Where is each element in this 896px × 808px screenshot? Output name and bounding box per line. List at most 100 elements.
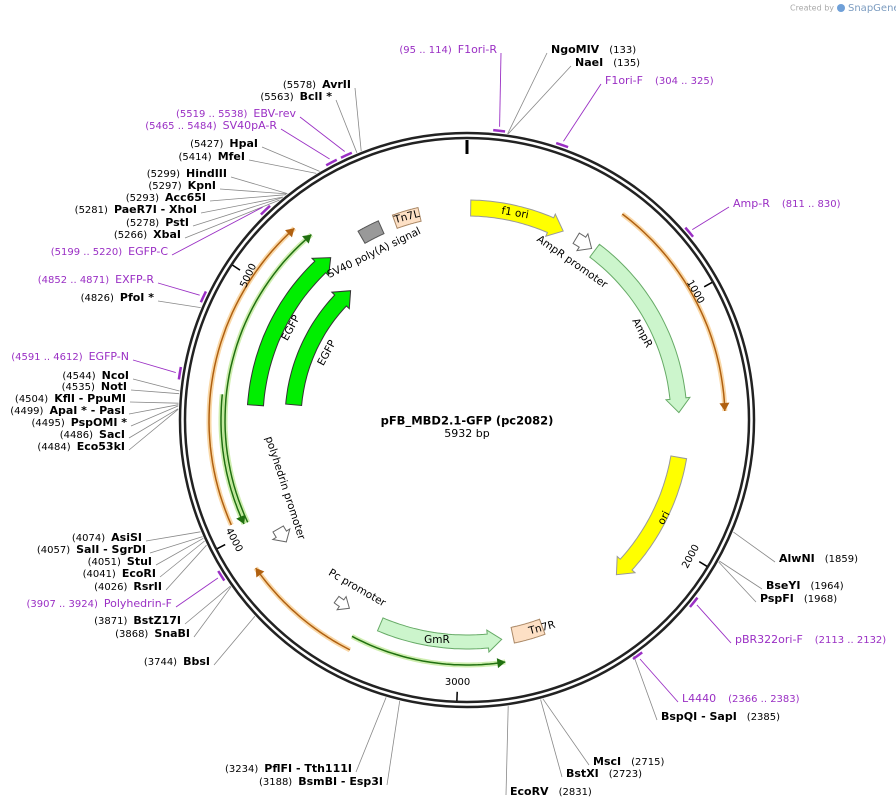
site-label: AlwNI (1859)	[779, 552, 858, 565]
primer-site	[555, 141, 569, 149]
site-name: MscI	[593, 755, 621, 768]
site-label: (4535) NotI	[62, 380, 127, 393]
primer-range: (304 .. 325)	[655, 76, 714, 87]
site-label: EcoRV (2831)	[510, 785, 592, 798]
site-name: ApaI * - PasI	[49, 404, 125, 417]
tick-mark	[232, 264, 241, 271]
primer-line	[299, 116, 345, 152]
site-name: BseYI	[766, 579, 800, 592]
site-line	[355, 697, 387, 773]
site-label: (4826) PfoI *	[81, 291, 155, 304]
site-line	[200, 196, 284, 214]
feature	[589, 243, 691, 414]
site-name: Acc65I	[165, 191, 206, 204]
overlap-arrowhead	[719, 402, 730, 411]
site-label: (5266) XbaI	[114, 228, 181, 241]
feature	[470, 199, 564, 237]
site-label: PspFI (1968)	[760, 592, 837, 605]
site-line	[184, 585, 231, 625]
tick-label: 1000	[684, 278, 706, 306]
tick-label: 4000	[223, 526, 245, 554]
site-line	[165, 544, 207, 591]
primer-range: (4852 .. 4871)	[38, 275, 110, 286]
primer-label: pBR322ori-F (2113 .. 2132)	[735, 633, 886, 646]
site-position: (5427)	[190, 139, 223, 150]
site-name: EcoRI	[122, 567, 156, 580]
site-label: (5299) HindIII	[147, 167, 227, 180]
primer-label: L4440 (2366 .. 2383)	[682, 692, 800, 705]
site-line	[248, 159, 317, 174]
primer-site	[689, 596, 699, 608]
feature	[285, 290, 352, 407]
site-position: (4484)	[37, 442, 70, 453]
site-line	[261, 146, 320, 172]
overlap-arc-line	[220, 394, 245, 525]
site-name: MfeI	[218, 150, 245, 163]
site-name: PspFI	[760, 592, 794, 605]
site-line	[159, 540, 205, 578]
site-name: NcoI	[102, 369, 129, 382]
primer-line	[157, 282, 200, 296]
site-position: (1968)	[804, 594, 837, 605]
site-position: (4026)	[94, 582, 127, 593]
feature-label: f1 ori	[500, 205, 529, 222]
site-position: (4544)	[62, 371, 95, 382]
site-label: (4495) PspOMI *	[31, 416, 127, 429]
site-name: EcoRV	[510, 785, 549, 798]
site-label: (4484) Eco53kI	[37, 440, 125, 453]
site-label: (4504) KflI - PpuMI	[15, 392, 126, 405]
primer-name: pBR322ori-F	[735, 633, 803, 646]
site-position: (2715)	[631, 757, 664, 768]
site-name: StuI	[127, 555, 152, 568]
primer-name: Polyhedrin-F	[104, 597, 172, 610]
site-label: BseYI (1964)	[766, 579, 844, 592]
site-position: (4051)	[88, 557, 121, 568]
site-position: (5297)	[148, 181, 181, 192]
site-label: (3188) BsmBI - Esp3I	[259, 775, 383, 788]
primer-range: (95 .. 114)	[399, 45, 451, 56]
site-line	[219, 188, 287, 195]
primer-line	[696, 604, 732, 644]
primer-line	[171, 206, 263, 256]
site-line	[132, 378, 180, 392]
primer-line	[563, 83, 602, 142]
site-line	[130, 405, 179, 427]
primer-site	[199, 290, 208, 303]
primer-range: (811 .. 830)	[782, 199, 841, 210]
primer-range: (5465 .. 5484)	[145, 121, 217, 132]
overlap-arc-line	[621, 213, 726, 412]
primer-site	[260, 204, 271, 216]
site-line	[386, 700, 401, 786]
site-name: SalI - SgrDI	[76, 543, 146, 556]
site-line	[157, 300, 201, 308]
site-label: (3744) BbsI	[144, 655, 210, 668]
primer-range: (2113 .. 2132)	[815, 635, 887, 646]
site-line	[507, 52, 548, 135]
site-position: (4074)	[72, 533, 105, 544]
primer-name: EGFP-N	[89, 350, 129, 363]
site-label: NaeI (135)	[575, 56, 640, 69]
site-name: RsrII	[133, 580, 162, 593]
feature-label: GmR	[424, 634, 450, 646]
feature	[510, 618, 546, 644]
site-position: (4826)	[81, 293, 114, 304]
site-position: (5299)	[147, 169, 180, 180]
site-label: (5278) PstI	[126, 216, 189, 229]
site-name: PaeR7I - XhoI	[114, 203, 197, 216]
feature	[357, 220, 385, 244]
primer-line	[175, 577, 219, 608]
site-label: (4051) StuI	[88, 555, 152, 568]
primer-label: (95 .. 114) F1ori-R	[399, 43, 497, 56]
site-line	[542, 698, 590, 766]
site-position: (4057)	[37, 545, 70, 556]
site-line	[719, 560, 763, 590]
site-label: (5297) KpnI	[148, 179, 216, 192]
site-name: AvrII	[322, 78, 351, 91]
overlap-arrowhead	[255, 567, 265, 578]
primer-name: Amp-R	[733, 197, 770, 210]
site-position: (2723)	[609, 769, 642, 780]
primer-site	[325, 158, 338, 167]
primer-name: SV40pA-R	[223, 119, 278, 132]
site-position: (5293)	[126, 193, 159, 204]
